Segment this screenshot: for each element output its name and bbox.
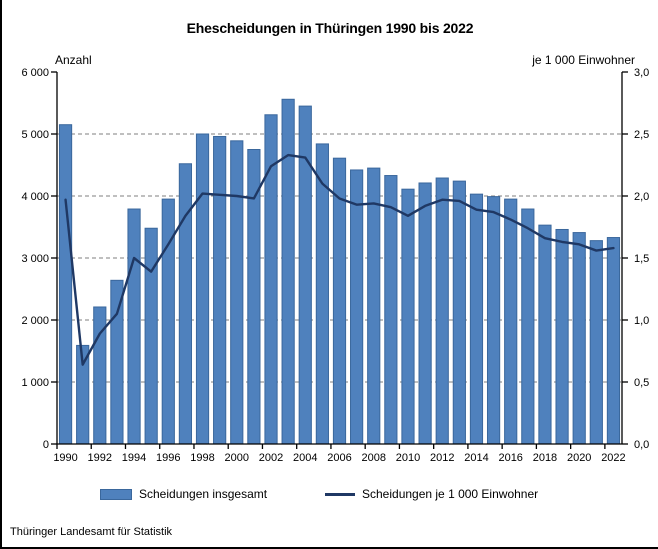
right-axis-unit-label: je 1 000 Einwohner bbox=[532, 53, 635, 67]
bar-2018 bbox=[538, 224, 552, 445]
x-axis-tick-label-2022: 2022 bbox=[601, 452, 625, 464]
legend-item-scheidungen-je-1000: Scheidungen je 1 000 Einwohner bbox=[325, 487, 538, 501]
left-axis-tick-label-1: 5 000 bbox=[21, 129, 49, 141]
left-axis-tick-label-2: 4 000 bbox=[21, 191, 49, 203]
right-axis-tick-label-4: 1,0 bbox=[634, 315, 649, 327]
x-axis-tick-label-2014: 2014 bbox=[464, 452, 488, 464]
bar-2010 bbox=[401, 188, 415, 445]
bar-2012 bbox=[435, 177, 449, 445]
bar-series-swatch-icon bbox=[100, 488, 132, 500]
left-axis-tick-label-6: 0 bbox=[43, 439, 49, 451]
right-axis-tick-label-5: 0,5 bbox=[634, 377, 649, 389]
x-axis-tick-label-1996: 1996 bbox=[156, 452, 180, 464]
x-axis-tick-label-2004: 2004 bbox=[293, 452, 317, 464]
line-series-swatch-icon bbox=[325, 492, 355, 496]
bar-2008 bbox=[367, 167, 381, 445]
x-axis-tick-label-2012: 2012 bbox=[430, 452, 454, 464]
bar-1993 bbox=[110, 279, 124, 445]
bar-2005 bbox=[315, 143, 329, 445]
x-axis-tick-label-1998: 1998 bbox=[190, 452, 214, 464]
bar-1994 bbox=[127, 208, 141, 445]
source-note: Thüringer Landesamt für Statistik bbox=[10, 526, 173, 538]
bar-2015 bbox=[486, 196, 501, 445]
right-axis-tick-label-1: 2,5 bbox=[634, 129, 649, 141]
bar-1999 bbox=[213, 135, 227, 445]
bar-2019 bbox=[555, 228, 569, 445]
right-axis-tick-label-6: 0,0 bbox=[634, 439, 649, 451]
bar-2001 bbox=[247, 149, 261, 445]
bar-2009 bbox=[384, 175, 398, 445]
bar-2022 bbox=[606, 237, 621, 445]
bar-2014 bbox=[469, 193, 484, 445]
bar-2020 bbox=[572, 232, 586, 445]
bar-1990 bbox=[58, 124, 73, 445]
x-axis-tick-label-2002: 2002 bbox=[259, 452, 283, 464]
x-axis-tick-label-1990: 1990 bbox=[53, 452, 77, 464]
bar-1998 bbox=[195, 133, 210, 445]
legend-label-bars: Scheidungen insgesamt bbox=[139, 487, 268, 501]
left-axis-tick-label-3: 3 000 bbox=[21, 253, 49, 265]
bar-2000 bbox=[230, 140, 244, 445]
x-axis-tick-label-2020: 2020 bbox=[567, 452, 591, 464]
x-axis-tick-label-2000: 2000 bbox=[225, 452, 249, 464]
bar-1997 bbox=[178, 163, 193, 445]
bar-2016 bbox=[504, 198, 518, 445]
x-axis-tick-label-1992: 1992 bbox=[88, 452, 112, 464]
left-axis-unit-label: Anzahl bbox=[55, 53, 92, 67]
right-axis-tick-label-3: 1,5 bbox=[634, 253, 649, 265]
x-axis-tick-label-2006: 2006 bbox=[327, 452, 351, 464]
right-axis-tick-label-0: 3,0 bbox=[634, 67, 649, 79]
legend-label-line: Scheidungen je 1 000 Einwohner bbox=[362, 487, 539, 501]
legend-item-scheidungen-insgesamt: Scheidungen insgesamt bbox=[100, 487, 267, 501]
x-axis-tick-label-2018: 2018 bbox=[533, 452, 557, 464]
bar-2017 bbox=[521, 208, 535, 445]
bar-2021 bbox=[589, 240, 603, 445]
left-axis-tick-label-5: 1 000 bbox=[21, 377, 49, 389]
chart-title: Ehescheidungen in Thüringen 1990 bis 202… bbox=[186, 20, 474, 36]
left-axis-tick-label-0: 6 000 bbox=[21, 67, 49, 79]
bar-2003 bbox=[281, 98, 295, 445]
x-axis-tick-label-2016: 2016 bbox=[498, 452, 522, 464]
right-axis-tick-label-2: 2,0 bbox=[634, 191, 649, 203]
x-axis-tick-label-2010: 2010 bbox=[396, 452, 420, 464]
x-axis-tick-label-1994: 1994 bbox=[122, 452, 146, 464]
divorce-rate-line bbox=[64, 153, 615, 366]
x-axis-tick-label-2008: 2008 bbox=[361, 452, 385, 464]
bar-1995 bbox=[144, 227, 158, 445]
bar-2007 bbox=[350, 169, 364, 445]
bar-2013 bbox=[452, 180, 466, 445]
left-axis-tick-label-4: 2 000 bbox=[21, 315, 49, 327]
bar-2011 bbox=[418, 182, 432, 445]
